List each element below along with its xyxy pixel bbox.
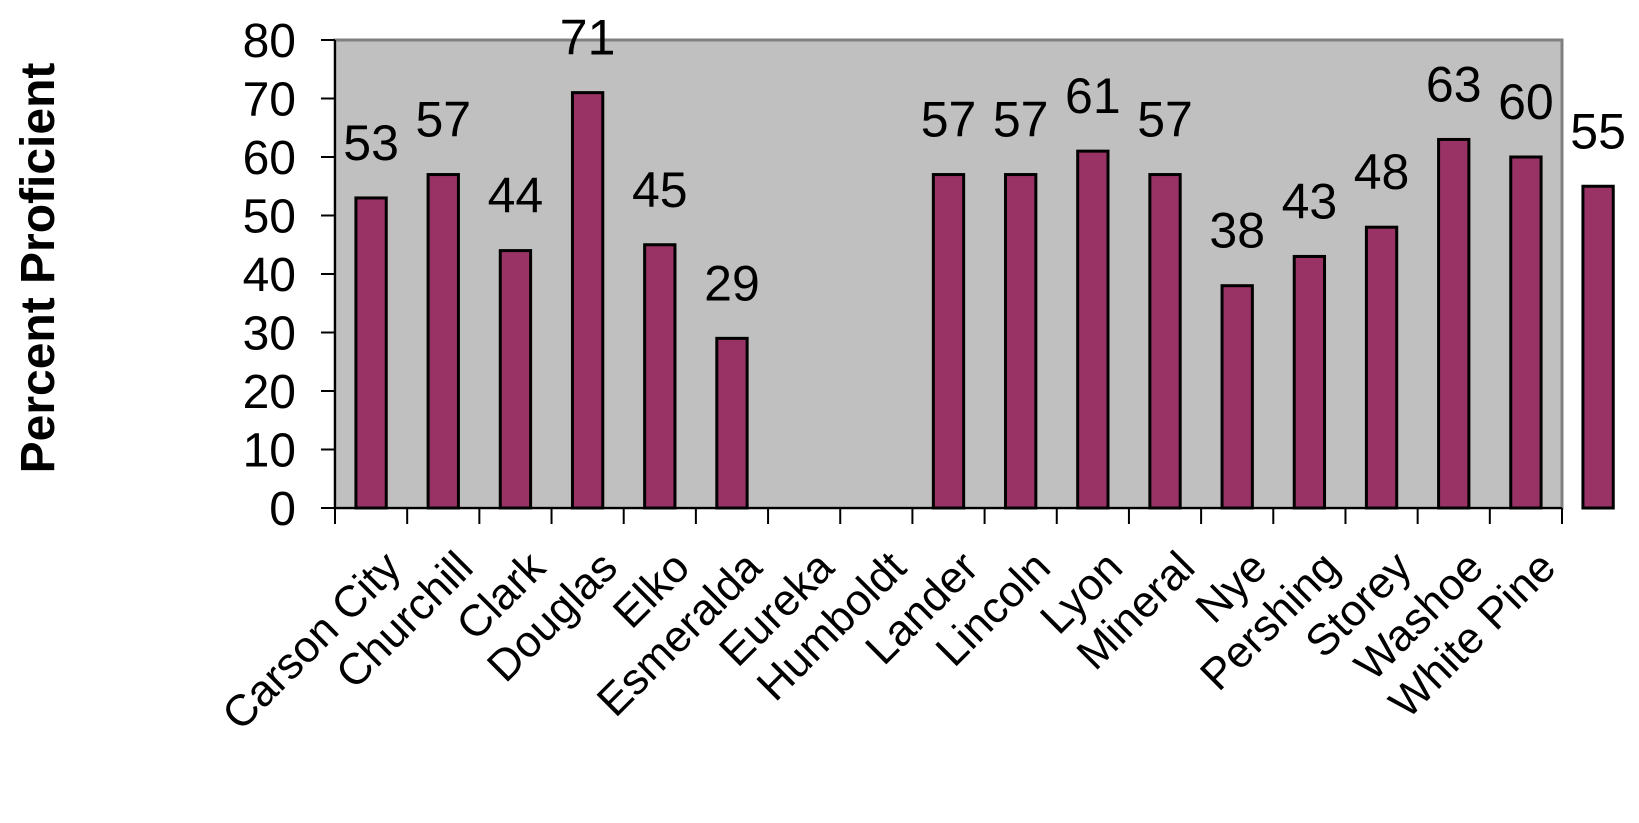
y-tick-label: 40: [243, 249, 296, 302]
data-label: 53: [343, 115, 399, 171]
y-tick-label: 0: [269, 483, 296, 536]
bar: [1364, 225, 1399, 510]
y-tick-label: 80: [243, 15, 296, 68]
bar: [498, 249, 533, 510]
bar: [715, 336, 749, 510]
bar: [426, 173, 460, 510]
data-label: 38: [1209, 203, 1265, 259]
y-tick-label: 70: [243, 74, 296, 127]
data-label: 61: [1065, 68, 1121, 124]
y-tick-label: 30: [243, 308, 296, 361]
data-label: 44: [488, 168, 544, 224]
data-label: 57: [921, 92, 977, 148]
data-label: 63: [1426, 56, 1482, 112]
bar: [1148, 173, 1182, 510]
bar: [1292, 254, 1327, 510]
data-label: 57: [415, 92, 471, 148]
bar: [1581, 184, 1615, 510]
data-labels: 53 57 44 71 45 29 57 57 61 57 38 43 48 63 60 55: [343, 10, 1626, 312]
bar: [570, 91, 605, 510]
bar: [1220, 284, 1254, 510]
data-label: 29: [704, 255, 760, 311]
data-label: 57: [993, 92, 1049, 148]
bar: [354, 196, 388, 510]
y-tick-label: 50: [243, 191, 296, 244]
data-label: 71: [560, 10, 616, 66]
bar: [1004, 173, 1038, 510]
data-label: 57: [1137, 92, 1193, 148]
y-axis-title: Percent Proficient: [12, 63, 65, 474]
x-axis: [321, 507, 1563, 524]
bars: [354, 91, 1615, 510]
data-label: 43: [1282, 173, 1338, 229]
y-tick-label: 20: [243, 366, 296, 419]
data-label: 55: [1570, 103, 1626, 159]
category-labels: Carson CityChurchillClarkDouglasElkoEsme…: [213, 542, 1565, 740]
bar: [643, 243, 677, 510]
y-tick-label: 60: [243, 132, 296, 185]
y-tick-label: 10: [243, 425, 296, 478]
bar: [1437, 137, 1471, 510]
data-label: 60: [1498, 74, 1554, 130]
bar: [1076, 149, 1110, 510]
data-label: 45: [632, 162, 688, 218]
bar: [1509, 155, 1543, 510]
bar: [931, 173, 966, 510]
data-label: 48: [1354, 144, 1410, 200]
